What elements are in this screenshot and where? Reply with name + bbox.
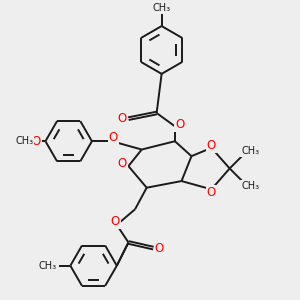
Text: CH₃: CH₃ xyxy=(39,261,57,271)
Text: O: O xyxy=(155,242,164,255)
Text: O: O xyxy=(32,135,41,148)
Text: O: O xyxy=(207,185,216,199)
Text: O: O xyxy=(118,112,127,125)
Text: O: O xyxy=(110,215,120,228)
Text: O: O xyxy=(207,139,216,152)
Text: O: O xyxy=(109,131,118,144)
Text: O: O xyxy=(118,157,127,170)
Text: CH₃: CH₃ xyxy=(153,4,171,14)
Text: CH₃: CH₃ xyxy=(15,136,33,146)
Text: CH₃: CH₃ xyxy=(241,146,259,156)
Text: O: O xyxy=(175,118,184,131)
Text: CH₃: CH₃ xyxy=(241,181,259,191)
